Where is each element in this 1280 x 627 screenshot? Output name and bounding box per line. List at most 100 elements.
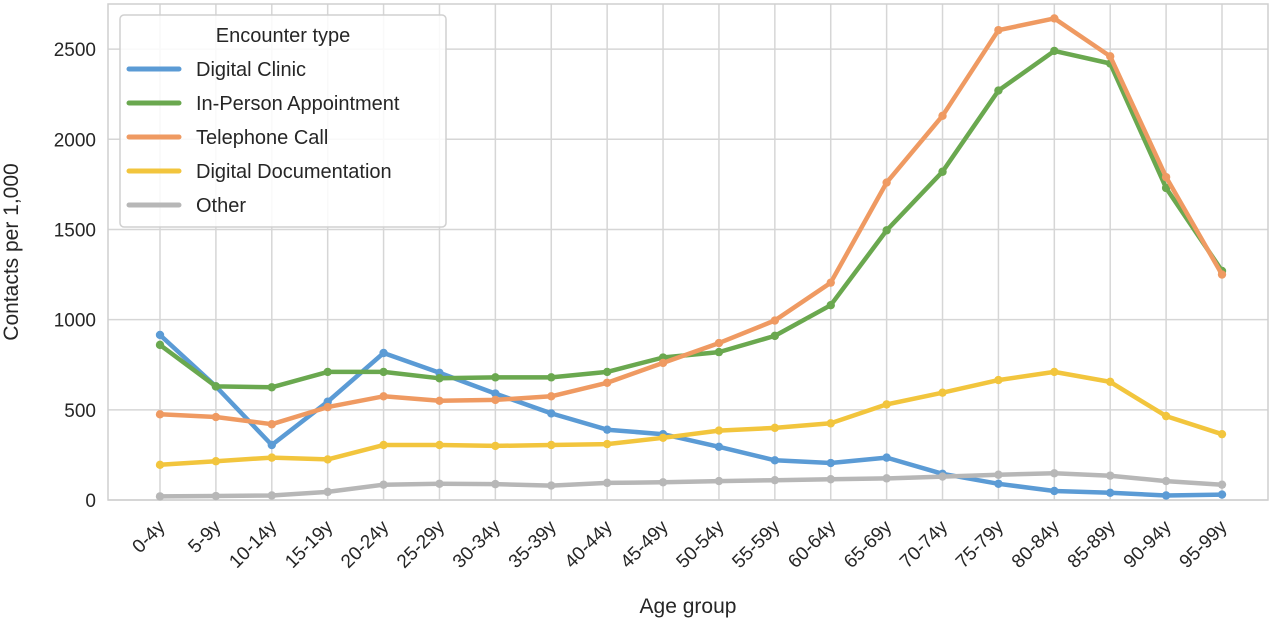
legend-item: Other: [126, 195, 246, 217]
data-point: [1161, 172, 1171, 182]
x-tick-label: 60-64y: [784, 516, 840, 572]
data-point: [267, 440, 276, 450]
legend-title: Encounter type: [216, 25, 351, 47]
data-point: [938, 388, 947, 397]
data-point: [547, 440, 556, 450]
data-point: [155, 492, 165, 501]
legend-item: Digital Documentation: [126, 161, 392, 183]
data-point: [714, 476, 724, 486]
data-point: [658, 478, 668, 487]
data-point: [1106, 377, 1115, 387]
data-point: [602, 367, 612, 377]
x-tick-label: 55-59y: [728, 516, 784, 572]
data-point: [1217, 490, 1227, 499]
x-tick-label: 75-79y: [952, 516, 1008, 572]
data-point: [994, 470, 1003, 479]
data-point: [323, 455, 332, 464]
data-point: [211, 491, 221, 501]
data-point: [435, 396, 444, 405]
data-point: [882, 453, 891, 462]
data-point: [491, 389, 500, 398]
data-point: [826, 475, 835, 484]
data-point: [770, 316, 780, 325]
series-digital-documentation: [155, 367, 1227, 470]
data-point: [1217, 429, 1227, 439]
legend-label: Telephone Call: [196, 127, 328, 149]
data-point: [435, 440, 444, 450]
x-ticks: 0-4y 5-9y 10-14y 15-19y 20-24y 25-29y 30-34y 35…: [129, 516, 1232, 572]
series-line: [157, 369, 1225, 468]
data-point: [770, 475, 780, 485]
data-point: [155, 340, 165, 350]
series-line: [157, 332, 1225, 498]
data-point: [491, 441, 500, 451]
data-point: [155, 330, 165, 340]
data-point: [323, 487, 332, 497]
data-point: [1050, 469, 1059, 478]
data-point: [882, 226, 891, 235]
legend: Encounter type Digital Clinic In-Person A…: [119, 14, 447, 228]
legend-item: In-Person Appointment: [126, 93, 400, 115]
y-tick-label: 1500: [54, 220, 96, 241]
data-point: [379, 367, 388, 377]
series-layer: [155, 14, 1227, 501]
data-point: [770, 331, 780, 341]
data-point: [826, 301, 835, 310]
x-tick-label: 0-4y: [129, 516, 170, 557]
data-point: [658, 358, 668, 368]
y-tick-label: 1000: [54, 311, 96, 332]
data-point: [994, 86, 1003, 95]
x-tick-label: 95-99y: [1176, 516, 1232, 572]
data-point: [1050, 367, 1059, 377]
series-line: [157, 16, 1225, 427]
data-point: [435, 374, 444, 383]
x-tick-label: 80-84y: [1008, 516, 1064, 572]
data-point: [1050, 486, 1059, 496]
legend-label: Digital Documentation: [196, 161, 392, 183]
data-point: [602, 378, 612, 387]
x-tick-label: 30-34y: [449, 516, 505, 572]
data-point: [211, 412, 221, 422]
data-point: [1106, 488, 1115, 497]
x-tick-label: 25-29y: [393, 516, 449, 572]
legend-box: [119, 14, 447, 228]
y-tick-label: 2000: [54, 130, 96, 151]
data-point: [938, 472, 947, 481]
data-point: [1161, 183, 1171, 193]
data-point: [1050, 14, 1059, 23]
data-point: [826, 458, 835, 468]
data-point: [491, 479, 500, 489]
data-point: [1217, 480, 1227, 489]
data-point: [547, 373, 556, 382]
legend-item: Telephone Call: [126, 127, 328, 149]
data-point: [602, 439, 612, 449]
x-tick-label: 65-69y: [840, 516, 896, 572]
x-tick-label: 10-14y: [225, 516, 281, 572]
data-point: [211, 382, 221, 391]
legend-label: Other: [196, 195, 246, 217]
data-point: [714, 338, 724, 348]
data-point: [1106, 52, 1115, 61]
series-line: [157, 471, 1225, 499]
x-tick-label: 70-74y: [896, 516, 952, 572]
data-point: [882, 400, 891, 409]
data-point: [770, 423, 780, 433]
data-point: [938, 111, 947, 121]
data-point: [323, 402, 332, 412]
y-ticks: 0 500 1000 1500 2000 2500: [54, 40, 96, 512]
data-point: [267, 453, 276, 462]
y-tick-label: 500: [64, 401, 96, 422]
data-point: [882, 474, 891, 483]
x-tick-label: 90-94y: [1120, 516, 1176, 572]
data-point: [1217, 270, 1227, 279]
data-point: [1106, 471, 1115, 480]
data-point: [379, 392, 388, 401]
data-point: [435, 479, 444, 488]
data-point: [714, 347, 724, 357]
x-tick-label: 40-44y: [561, 516, 617, 572]
data-point: [602, 478, 612, 488]
x-tick-label: 15-19y: [281, 516, 337, 572]
data-point: [994, 375, 1003, 385]
